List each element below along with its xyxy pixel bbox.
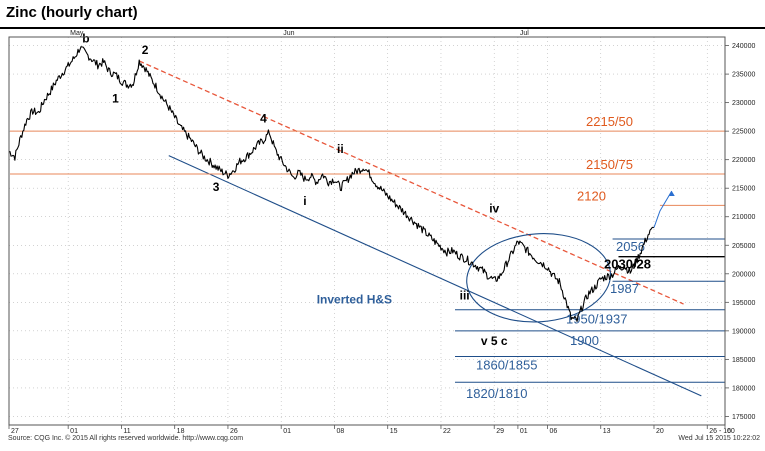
level-label: 2056 bbox=[616, 239, 645, 254]
projection-arrow bbox=[653, 190, 673, 228]
x-tick-label: 15 bbox=[390, 428, 398, 435]
y-tick-label: 195000 bbox=[732, 300, 755, 307]
pattern-annotation: Inverted H&S bbox=[317, 292, 392, 306]
y-tick-label: 215000 bbox=[732, 186, 755, 193]
level-label: 1900 bbox=[570, 333, 599, 348]
y-tick-label: 180000 bbox=[732, 385, 755, 392]
x-month-label: Jun bbox=[283, 30, 294, 37]
y-tick-label: 200000 bbox=[732, 271, 755, 278]
wave-label: i bbox=[303, 194, 306, 208]
x-tick-label: 18 bbox=[177, 428, 185, 435]
x-tick-label: 26 bbox=[230, 428, 238, 435]
x-tick-label: 22 bbox=[443, 428, 451, 435]
wave-label: iv bbox=[489, 202, 499, 216]
timestamp: Wed Jul 15 2015 10:22:02 bbox=[678, 435, 760, 442]
wave-label: 4 bbox=[260, 112, 267, 126]
y-tick-label: 175000 bbox=[732, 414, 755, 421]
wave-label: 2 bbox=[142, 43, 149, 57]
x-tick-label: 01 bbox=[520, 428, 528, 435]
level-label: 2150/75 bbox=[586, 157, 633, 172]
x-month-label: May bbox=[70, 30, 84, 37]
level-label: 2120 bbox=[577, 188, 606, 203]
level-label: 2215/50 bbox=[586, 114, 633, 129]
plot-frame bbox=[8, 36, 726, 426]
x-month-label: Jul bbox=[520, 30, 529, 37]
downtrend-line bbox=[138, 60, 684, 305]
y-tick-label: 210000 bbox=[732, 214, 755, 221]
trendlines bbox=[138, 60, 702, 397]
x-tick-label: 26 - 16 bbox=[709, 428, 731, 435]
projection-arrowhead bbox=[668, 191, 675, 197]
source-note: Source: CQG Inc. © 2015 All rights reser… bbox=[8, 434, 243, 442]
x-tick-label: 08 bbox=[336, 428, 344, 435]
level-label: 1820/1810 bbox=[466, 386, 527, 401]
y-tick-label: 225000 bbox=[732, 129, 755, 136]
inverted-hs-ellipse bbox=[466, 233, 612, 323]
lower-channel-line bbox=[168, 155, 702, 397]
price-levels: 2215/50 2150/75 2120 2056 2030/28 1987 1950/19… bbox=[10, 114, 725, 401]
wave-label: b bbox=[82, 32, 89, 46]
x-tick-label: 06 bbox=[549, 428, 557, 435]
level-label: 1950/1937 bbox=[566, 312, 627, 327]
level-label: 1860/1855 bbox=[476, 358, 537, 373]
price-line bbox=[8, 46, 655, 322]
title-rule bbox=[0, 27, 765, 29]
chart-title: Zinc (hourly chart) bbox=[6, 4, 138, 21]
x-tick-label: 13 bbox=[603, 428, 611, 435]
y-tick-label: 205000 bbox=[732, 243, 755, 250]
x-tick-label: 01 bbox=[283, 428, 291, 435]
x-tick-label: 11 bbox=[123, 428, 130, 435]
price-series bbox=[8, 46, 675, 322]
y-tick-label: 240000 bbox=[732, 43, 755, 50]
x-tick-label: 00 bbox=[727, 428, 735, 435]
y-tick-label: 230000 bbox=[732, 100, 755, 107]
wave-label: iii bbox=[460, 288, 470, 302]
x-tick-label: 27 bbox=[11, 428, 19, 435]
wave-label: 3 bbox=[213, 180, 220, 194]
x-tick-label: 01 bbox=[70, 428, 78, 435]
axes: 2400002350002300002250002200002150002100… bbox=[8, 30, 755, 435]
y-tick-label: 235000 bbox=[732, 72, 755, 79]
wave-label: v 5 c bbox=[481, 334, 508, 348]
y-tick-label: 185000 bbox=[732, 357, 755, 364]
y-tick-label: 220000 bbox=[732, 157, 755, 164]
y-tick-label: 190000 bbox=[732, 328, 755, 335]
level-label: 1987 bbox=[610, 281, 639, 296]
x-tick-label: 29 bbox=[496, 428, 504, 435]
x-tick-label: 20 bbox=[656, 428, 664, 435]
wave-label: ii bbox=[337, 142, 344, 156]
wave-label: 1 bbox=[112, 92, 119, 106]
level-label: 2030/28 bbox=[604, 257, 651, 272]
